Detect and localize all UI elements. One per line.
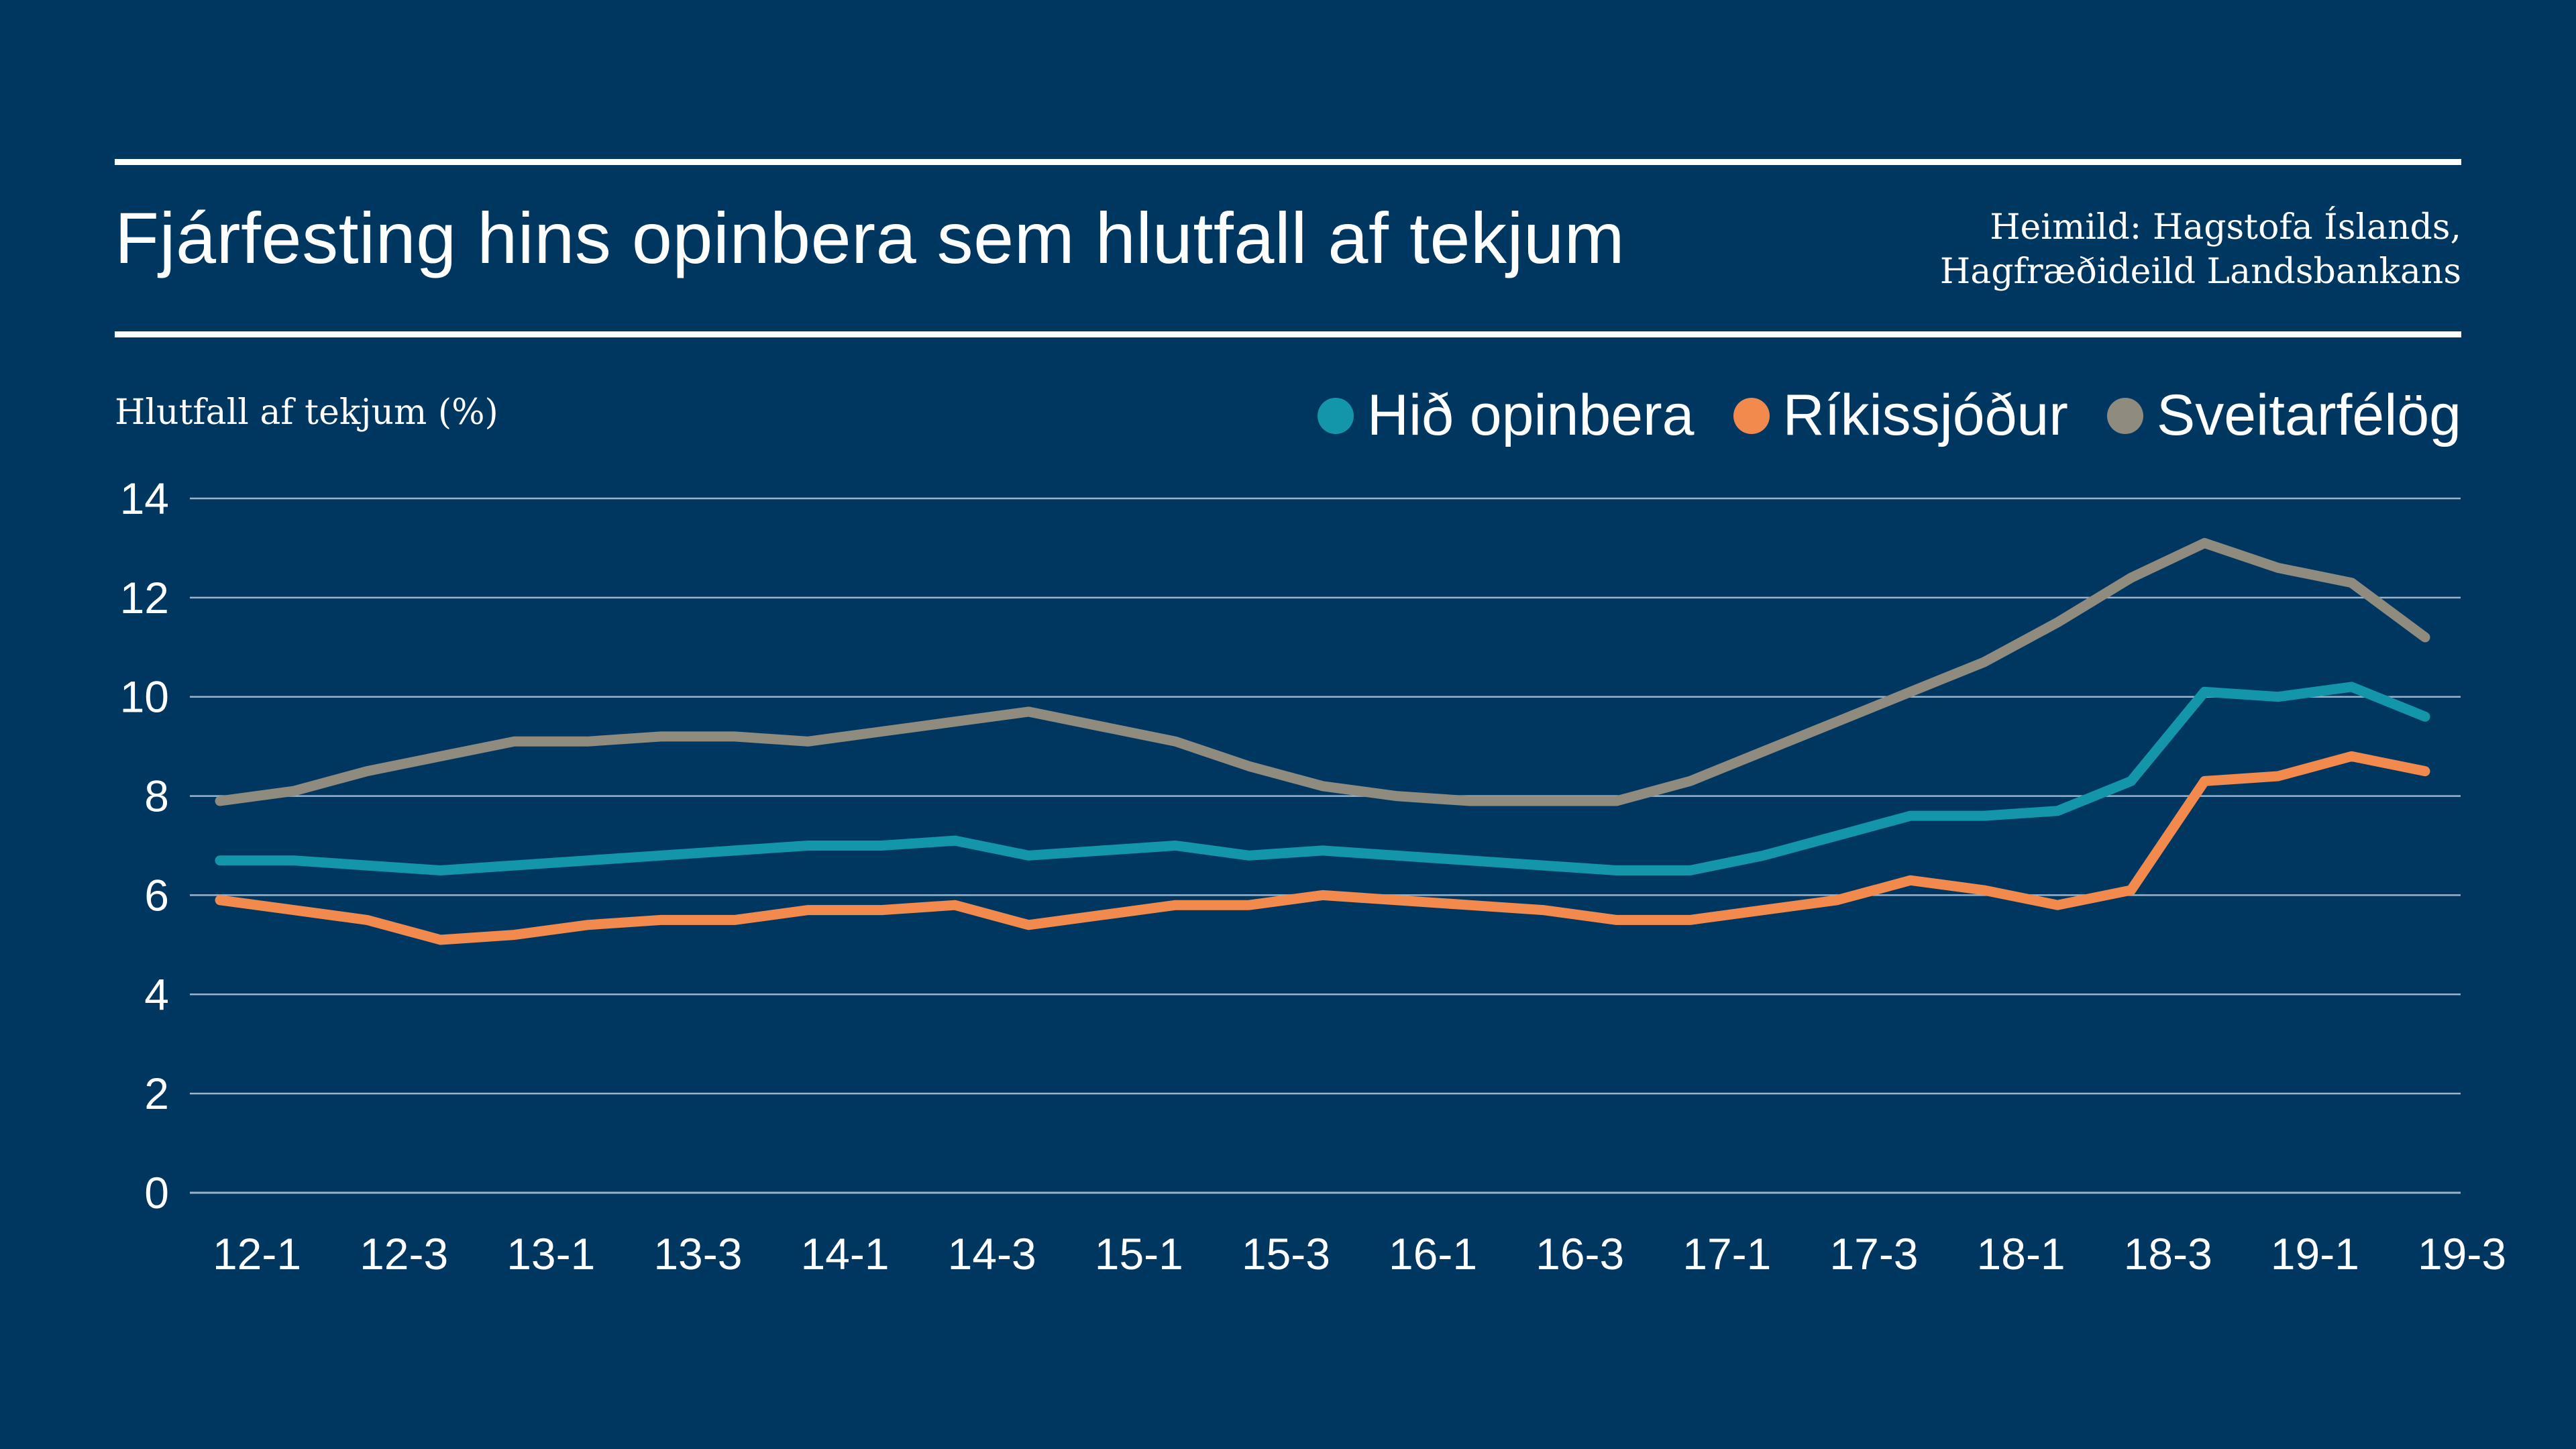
y-tick-label: 0 xyxy=(144,1168,169,1218)
source-line-2: Hagfræðideild Landsbankans xyxy=(1939,252,2461,292)
legend-item-sveitarfelog: Sveitarfélög xyxy=(2106,382,2461,449)
legend: Hið opinbera Ríkissjóður Sveitarfélög xyxy=(1317,382,2461,449)
x-axis-ticks: 12-1 12-3 13-1 13-3 14-1 14-3 15-1 15-3 16-1 16-3… xyxy=(213,1229,2506,1279)
y-tick-label: 4 xyxy=(144,969,169,1019)
x-tick-label: 19-1 xyxy=(2271,1229,2359,1279)
legend-item-rikissjodur: Ríkissjóður xyxy=(1733,382,2068,449)
x-tick-label: 15-1 xyxy=(1095,1229,1183,1279)
series-line-0 xyxy=(215,682,2430,875)
series-line-1 xyxy=(215,751,2430,945)
y-tick-label: 2 xyxy=(144,1069,169,1118)
source-line-1: Heimild: Hagstofa Íslands, xyxy=(1990,207,2461,248)
x-tick-label: 14-1 xyxy=(800,1229,889,1279)
x-tick-label: 13-3 xyxy=(653,1229,742,1279)
x-tick-label: 15-3 xyxy=(1242,1229,1330,1279)
y-tick-label: 12 xyxy=(120,573,169,623)
x-tick-label: 18-3 xyxy=(2124,1229,2212,1279)
x-tick-label: 14-3 xyxy=(948,1229,1036,1279)
x-tick-label: 16-1 xyxy=(1389,1229,1477,1279)
y-tick-label: 14 xyxy=(120,474,169,523)
y-axis-label: Hlutfall af tekjum (%) xyxy=(115,392,498,433)
gridlines xyxy=(190,497,2461,1194)
legend-item-hid-opinbera: Hið opinbera xyxy=(1317,382,1695,449)
legend-marker-hid-opinbera xyxy=(1317,397,1354,434)
y-tick-label: 8 xyxy=(144,771,169,821)
x-tick-label: 17-3 xyxy=(1829,1229,1918,1279)
x-tick-label: 12-3 xyxy=(360,1229,448,1279)
y-tick-label: 6 xyxy=(144,870,169,920)
series-lines xyxy=(215,538,2430,945)
legend-label-sveitarfelog: Sveitarfélög xyxy=(2156,383,2461,447)
legend-label-rikissjodur: Ríkissjóður xyxy=(1782,383,2068,447)
series-line-2 xyxy=(215,538,2430,806)
y-tick-label: 10 xyxy=(120,672,169,722)
chart-title: Fjárfesting hins opinbera sem hlutfall a… xyxy=(115,197,1625,278)
legend-marker-sveitarfelog xyxy=(2106,397,2143,434)
header-bottom-rule xyxy=(115,331,2461,337)
source-note: Heimild: Hagstofa Íslands, Hagfræðideild… xyxy=(1940,205,2461,294)
x-tick-label: 12-1 xyxy=(213,1229,301,1279)
x-tick-label: 17-1 xyxy=(1682,1229,1771,1279)
y-axis-ticks: 0 2 4 6 8 10 12 14 xyxy=(120,474,169,1218)
x-tick-label: 18-1 xyxy=(1977,1229,2065,1279)
x-tick-label: 13-1 xyxy=(506,1229,595,1279)
legend-label-hid-opinbera: Hið opinbera xyxy=(1366,383,1695,447)
header-top-rule xyxy=(115,159,2461,165)
x-tick-label: 16-3 xyxy=(1536,1229,1624,1279)
x-tick-label: 19-3 xyxy=(2418,1229,2506,1279)
legend-marker-rikissjodur xyxy=(1733,397,1770,434)
